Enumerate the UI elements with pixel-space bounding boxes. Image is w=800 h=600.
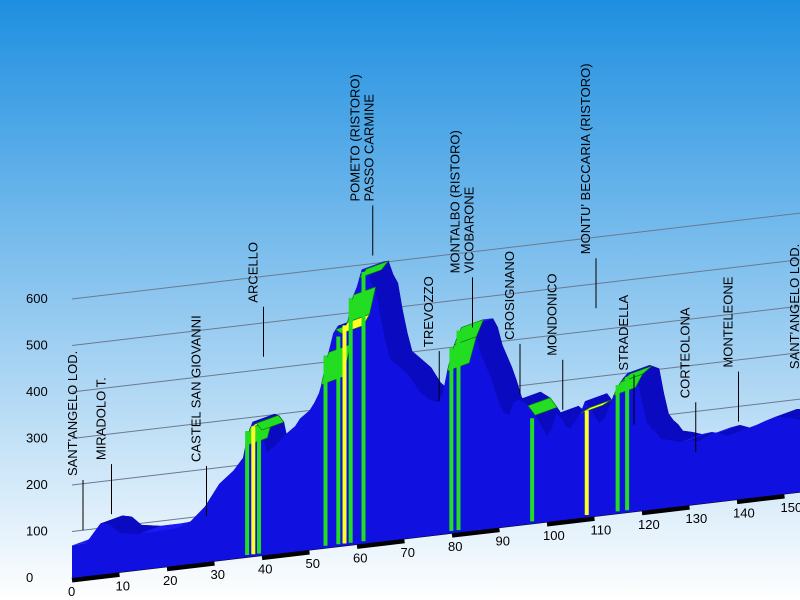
profile-top [480, 345, 512, 376]
profile-top [418, 382, 451, 399]
place-labels: SANT'ANGELO LOD. MIRADOLO T. CASTEL SAN GI… [65, 63, 800, 531]
profile-top [518, 391, 550, 406]
place-label: TREVOZZO [421, 276, 436, 347]
climb-band [358, 260, 390, 279]
profile-top [399, 359, 432, 376]
profile-top [775, 409, 800, 418]
place-label: PASSO CARMINE [362, 94, 377, 202]
x-tick-label: 60 [353, 550, 367, 565]
x-tick-label: 10 [116, 578, 130, 593]
x-tick-label: 150 [781, 500, 800, 515]
profile-top [784, 411, 800, 419]
profile-top [380, 310, 408, 342]
scale-bar [261, 549, 310, 561]
profile-top [371, 274, 398, 292]
profile-top [138, 523, 180, 534]
place-label: MIRADOLO T. [94, 377, 109, 460]
profile-top [556, 405, 584, 419]
y-tick-label: 300 [26, 431, 48, 446]
gridline [71, 259, 800, 346]
gridline [71, 212, 800, 300]
x-tick-label: 80 [448, 539, 462, 554]
place-label: ARCELLO [246, 242, 261, 303]
x-tick-label: 140 [733, 506, 755, 521]
profile-top [637, 368, 664, 402]
x-tick-label: 40 [258, 562, 272, 577]
climb-band [580, 399, 612, 414]
x-tick-label: 50 [306, 556, 320, 571]
place-label: STRADELLA [616, 294, 631, 370]
profile-top [794, 416, 800, 420]
profile-top [366, 260, 394, 283]
y-tick-label: 600 [26, 291, 48, 306]
y-tick-label: 500 [26, 338, 48, 353]
place-label: MONTU' BECCARIA (RISTORO) [578, 63, 593, 254]
place-label: MONDONICO [545, 273, 560, 355]
scale-bar [356, 538, 405, 549]
profile-top [390, 351, 422, 368]
place-label: MONTELEONE [721, 276, 736, 367]
y-tick-label: 400 [26, 384, 48, 399]
x-tick-label: 100 [543, 528, 565, 543]
profile-top [119, 524, 161, 534]
profile-top [385, 333, 413, 360]
profile-top [589, 399, 617, 417]
distance-axis [71, 491, 800, 583]
profile-top [708, 425, 740, 436]
profile-top [100, 515, 132, 525]
profile-top [727, 424, 759, 436]
x-tick-label: 20 [163, 573, 177, 588]
y-tick-label: 0 [26, 570, 33, 585]
x-tick-label: 130 [686, 511, 708, 526]
place-label: VICOBARONE [462, 186, 477, 273]
x-tick-label: 30 [211, 567, 225, 582]
place-label: SANT'ANGELO LOD. [65, 351, 80, 476]
x-axis-ticks: 0 10 20 30 40 50 60 70 80 90 100 110 120 130 140 150 [68, 500, 800, 599]
profile-top [494, 380, 522, 405]
x-tick-label: 0 [68, 584, 75, 599]
place-label: SANT'ANGELO LOD. [787, 244, 800, 369]
scale-bar [641, 504, 690, 516]
place-label: CASTEL SAN GIOVANNI [189, 315, 204, 462]
climb-band [255, 414, 285, 431]
climb-segments [244, 260, 653, 555]
gridline [71, 305, 800, 393]
profile-top [376, 283, 403, 319]
place-label: CROSIGNANO [502, 251, 517, 340]
profile-top [670, 432, 702, 443]
profile-top [651, 420, 679, 433]
climb-band [527, 397, 558, 416]
place-label: CORTEOLONA [678, 307, 693, 398]
profile-top [252, 413, 280, 424]
scale-bar [166, 560, 215, 572]
place-label: POMETO (RISTORO) [348, 74, 363, 201]
profile-top [490, 367, 517, 389]
scale-bar [546, 515, 595, 527]
profile-top [409, 367, 441, 391]
x-tick-label: 120 [638, 517, 660, 532]
profile-top [661, 430, 693, 441]
scale-bar [736, 493, 785, 505]
y-axis-ticks: 0 100 200 300 400 500 600 [26, 291, 48, 585]
profile-top [656, 424, 683, 439]
scale-bar [451, 527, 500, 538]
profile-top [642, 393, 669, 422]
x-tick-label: 110 [591, 522, 612, 537]
profile-top [475, 327, 503, 354]
place-label: MONTALBO (RISTORO) [448, 130, 463, 273]
x-tick-label: 90 [496, 534, 510, 549]
profile-top [718, 425, 750, 436]
profile-top [110, 516, 142, 533]
profile-top [585, 393, 612, 408]
y-tick-label: 100 [26, 524, 48, 539]
x-tick-label: 70 [401, 545, 415, 560]
scale-bar [71, 571, 120, 583]
y-tick-label: 200 [26, 477, 48, 492]
profile-top [646, 413, 674, 429]
